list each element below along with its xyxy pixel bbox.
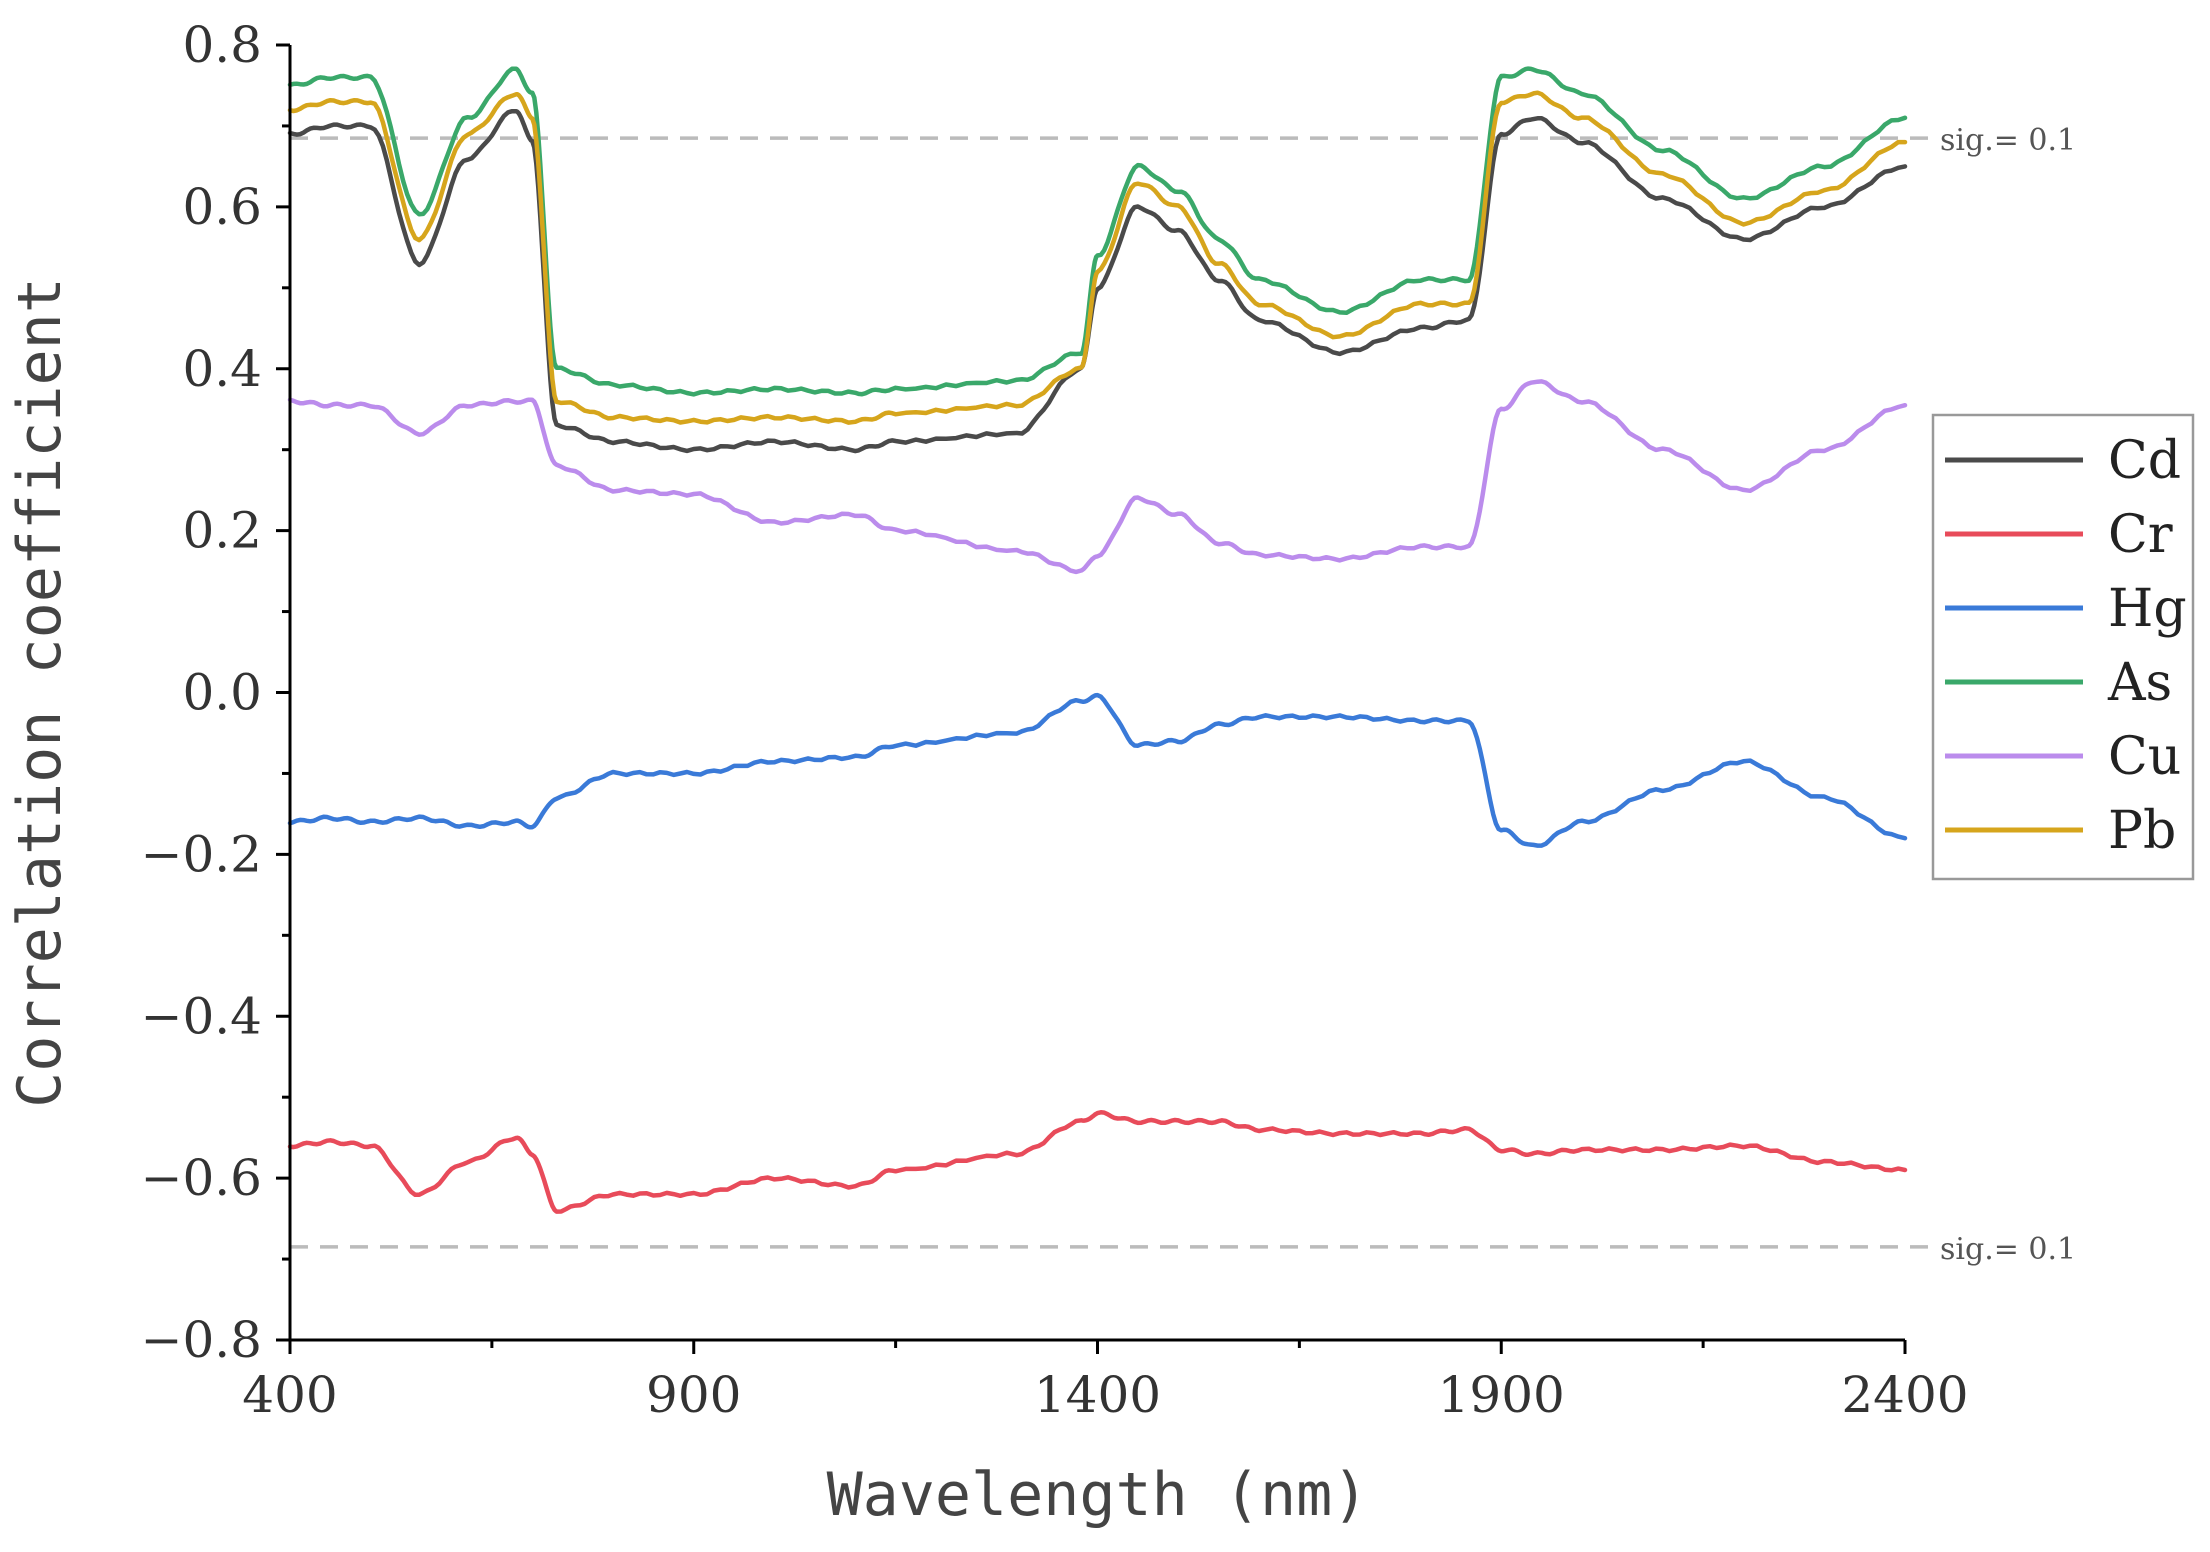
y-tick-label: 0.6 bbox=[182, 178, 262, 236]
y-tick-label: −0.8 bbox=[141, 1311, 262, 1369]
series-line-pb bbox=[287, 90, 1908, 425]
x-tick-label: 400 bbox=[242, 1366, 337, 1424]
y-axis-title: Correlation coefficient bbox=[5, 277, 75, 1108]
y-tick-label: 0.8 bbox=[182, 16, 262, 74]
significance-label: sig.= 0.1 bbox=[1940, 123, 2076, 158]
legend-label-pb: Pb bbox=[2108, 801, 2176, 861]
y-tick-label: −0.2 bbox=[141, 825, 262, 883]
legend-box bbox=[1931, 413, 2195, 881]
x-tick-label: 1400 bbox=[1034, 1366, 1161, 1424]
series-lines bbox=[287, 66, 1908, 1214]
x-axis-title: Wavelength (nm) bbox=[827, 1460, 1369, 1530]
y-tick-label: 0.0 bbox=[182, 664, 262, 722]
y-tick-label: 0.4 bbox=[182, 340, 262, 398]
significance-label: sig.= 0.1 bbox=[1940, 1232, 2076, 1267]
x-tick-label: 2400 bbox=[1841, 1366, 1968, 1424]
legend-label-cr: Cr bbox=[2108, 505, 2173, 565]
legend-label-cu: Cu bbox=[2108, 727, 2181, 787]
series-line-cu bbox=[287, 379, 1908, 575]
legend: Cd Cr Hg As Cu Pb bbox=[1931, 413, 2195, 881]
y-tick-label: 0.2 bbox=[182, 502, 262, 560]
y-tick-label: −0.4 bbox=[141, 987, 262, 1045]
legend-label-hg: Hg bbox=[2108, 579, 2187, 639]
legend-label-cd: Cd bbox=[2108, 431, 2181, 491]
x-tick-label: 900 bbox=[646, 1366, 741, 1424]
series-line-hg bbox=[287, 692, 1908, 848]
threshold-lines: sig.= 0.1 sig.= 0.1 bbox=[290, 123, 2076, 1267]
series-line-cr bbox=[287, 1110, 1908, 1214]
legend-label-as: As bbox=[2107, 653, 2172, 713]
x-tick-label: 1900 bbox=[1438, 1366, 1565, 1424]
axes bbox=[288, 45, 1905, 1342]
y-tick-label: −0.6 bbox=[141, 1149, 262, 1207]
